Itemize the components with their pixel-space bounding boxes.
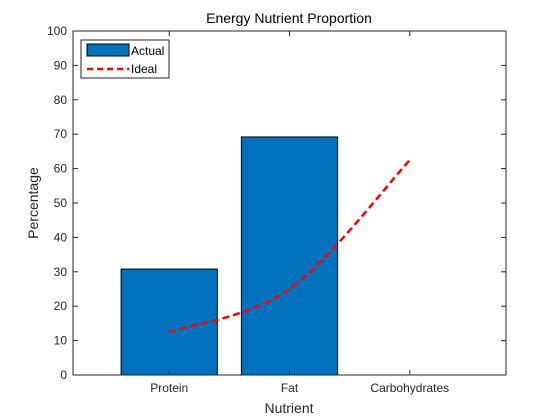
bars-group [120,136,339,376]
ideal-line [168,159,411,334]
x-ticks-group: Protein Fat Carbohydrates [150,31,449,395]
x-tick-label: Fat [281,381,299,395]
x-axis-title: Nutrient [264,400,313,416]
legend: Actual Ideal [80,39,170,79]
ideal-line-group [168,159,411,334]
y-tick-label: 40 [54,230,68,244]
y-tick-label: 20 [54,299,68,313]
chart-title: Energy Nutrient Proportion [206,10,372,26]
legend-swatch-actual [86,43,130,57]
plot-frame [72,30,507,376]
y-tick-label: 50 [54,196,68,210]
x-tick-label: Carbohydrates [370,381,449,395]
y-tick-label: 10 [54,334,68,348]
y-tick-label: 90 [54,58,68,72]
y-tick-label: 100 [47,24,67,38]
y-tick-label: 0 [60,368,67,382]
y-tick-label: 70 [54,127,68,141]
legend-label-ideal: Ideal [131,62,157,76]
legend-label-actual: Actual [131,44,164,58]
bar-fat [240,136,339,376]
y-tick-label: 30 [54,265,68,279]
bar-protein [120,268,218,376]
x-tick-label: Protein [150,381,188,395]
y-tick-label: 60 [54,162,68,176]
y-axis-title: Percentage [25,167,41,239]
y-tick-label: 80 [54,93,68,107]
